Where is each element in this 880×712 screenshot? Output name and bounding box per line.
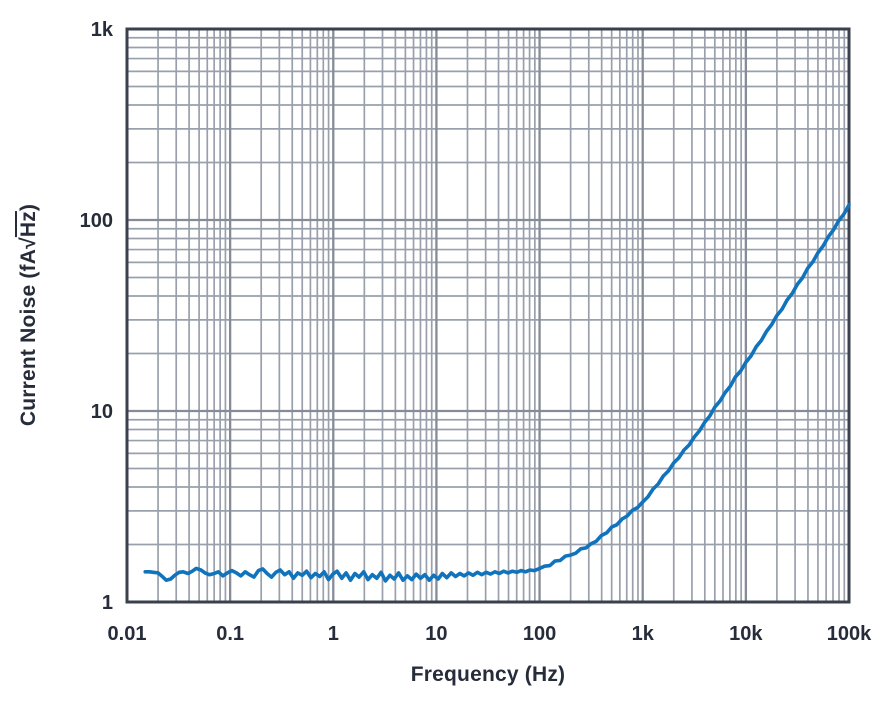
x-tick-label: 10 xyxy=(425,623,447,645)
x-tick-labels: 0.01 0.1 1 10 100 1k 10k 100k xyxy=(108,623,873,645)
x-tick-label: 1 xyxy=(328,623,339,645)
y-axis-title-prefix: Current Noise (fA xyxy=(17,248,40,427)
y-tick-label: 1k xyxy=(91,19,114,41)
x-tick-label: 0.1 xyxy=(216,623,244,645)
x-tick-label: 100 xyxy=(523,623,556,645)
x-tick-label: 0.01 xyxy=(108,623,147,645)
sqrt-radical-icon: √ xyxy=(17,237,40,249)
y-tick-label: 10 xyxy=(91,401,113,423)
noise-curve xyxy=(143,203,851,583)
x-axis-title: Frequency (Hz) xyxy=(410,663,566,686)
y-axis-title-suffix: ) xyxy=(17,203,40,212)
y-axis-title-radicand: Hz xyxy=(17,211,40,238)
x-tick-label: 10k xyxy=(729,623,763,645)
y-tick-label: 100 xyxy=(80,210,113,232)
grid-minor-lines xyxy=(127,29,849,602)
x-tick-label: 100k xyxy=(827,623,872,645)
x-tick-label: 1k xyxy=(632,623,655,645)
y-axis-title: Current Noise (fA√Hz) xyxy=(17,204,41,426)
plot-frame xyxy=(125,27,851,604)
y-tick-label: 1 xyxy=(102,592,113,614)
y-tick-labels: 1 10 100 1k xyxy=(80,19,114,614)
